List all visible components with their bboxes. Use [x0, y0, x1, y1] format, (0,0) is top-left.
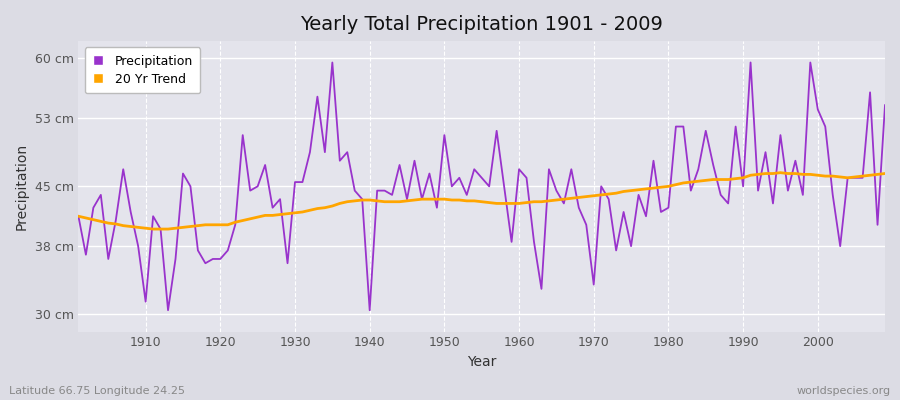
Text: worldspecies.org: worldspecies.org	[796, 386, 891, 396]
Legend: Precipitation, 20 Yr Trend: Precipitation, 20 Yr Trend	[85, 47, 201, 93]
Y-axis label: Precipitation: Precipitation	[15, 143, 29, 230]
X-axis label: Year: Year	[467, 355, 497, 369]
Title: Yearly Total Precipitation 1901 - 2009: Yearly Total Precipitation 1901 - 2009	[301, 15, 663, 34]
Text: Latitude 66.75 Longitude 24.25: Latitude 66.75 Longitude 24.25	[9, 386, 185, 396]
